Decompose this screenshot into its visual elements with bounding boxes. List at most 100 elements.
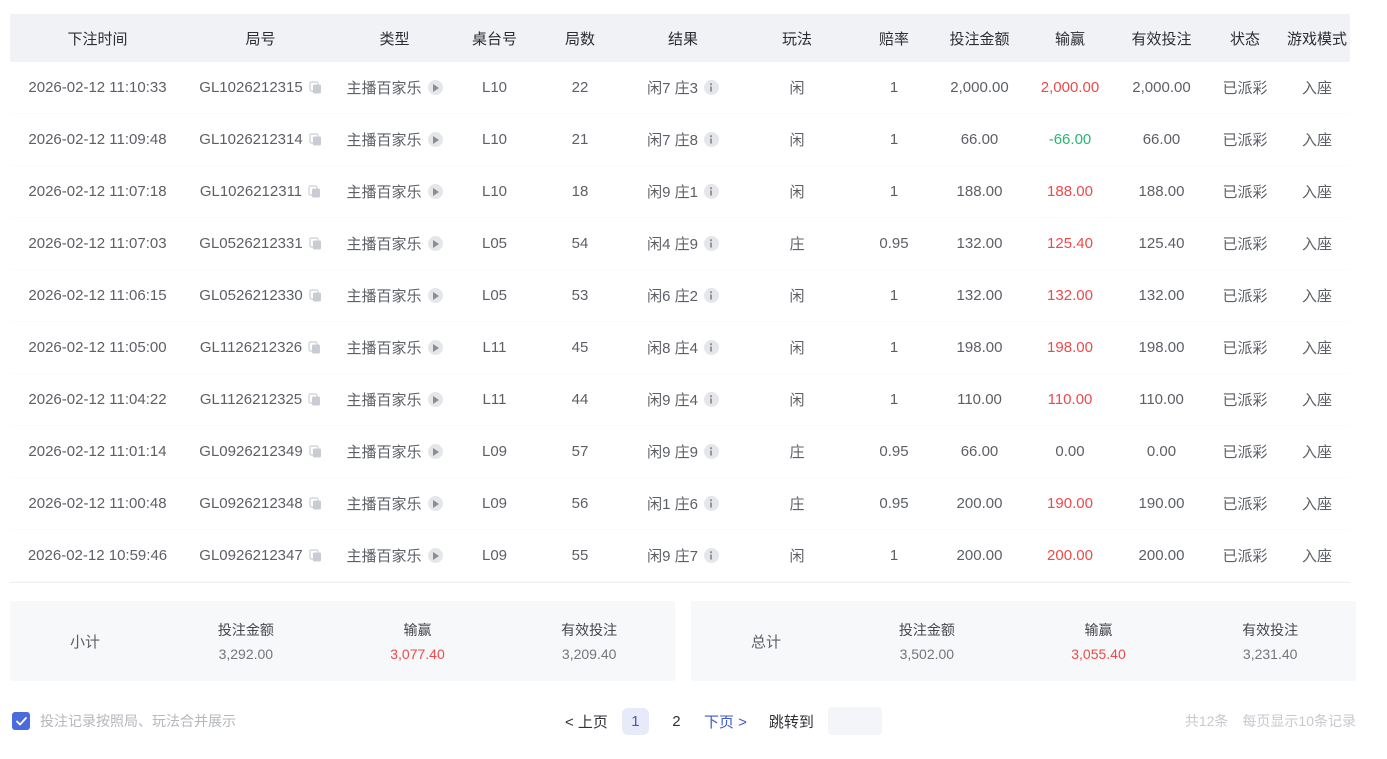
bet-amount-cell: 132.00 bbox=[956, 287, 1003, 304]
play-icon[interactable] bbox=[427, 340, 443, 355]
bet-amount-cell: 200.00 bbox=[956, 495, 1003, 512]
column-header: 类型 bbox=[379, 30, 410, 48]
subtotal-valid-value: 3,209.40 bbox=[561, 646, 617, 662]
table-row: 2026-02-12 11:00:48 GL0926212348 主播百家乐 L… bbox=[10, 478, 1350, 530]
play-icon[interactable] bbox=[427, 184, 443, 199]
table-number-cell: L05 bbox=[481, 235, 508, 252]
status-cell: 已派彩 bbox=[1222, 132, 1268, 149]
copy-icon[interactable] bbox=[308, 341, 321, 354]
copy-icon[interactable] bbox=[308, 393, 321, 406]
info-icon[interactable] bbox=[703, 340, 719, 355]
bet-time-cell: 2026-02-12 11:10:33 bbox=[28, 79, 167, 96]
info-icon[interactable] bbox=[703, 392, 719, 407]
table-row: 2026-02-12 11:04:22 GL1126212325 主播百家乐 L… bbox=[10, 374, 1350, 426]
copy-icon[interactable] bbox=[309, 445, 322, 458]
info-icon[interactable] bbox=[703, 496, 719, 511]
valid-bet-cell: 66.00 bbox=[1142, 131, 1181, 148]
valid-bet-cell: 2,000.00 bbox=[1132, 79, 1191, 96]
bet-amount-cell: 110.00 bbox=[957, 391, 1002, 408]
game-type-text: 主播百家乐 bbox=[346, 184, 422, 201]
total-label: 总计 bbox=[750, 633, 781, 651]
bet-amount-cell: 2,000.00 bbox=[950, 79, 1009, 96]
round-count-cell: 45 bbox=[571, 339, 589, 356]
odds-cell: 1 bbox=[889, 287, 899, 304]
game-mode-cell: 入座 bbox=[1301, 392, 1332, 409]
play-icon[interactable] bbox=[427, 288, 443, 303]
valid-bet-cell: 198.00 bbox=[1138, 339, 1185, 356]
result-cell: 闲7 庄3 bbox=[624, 77, 742, 98]
result-cell: 闲9 庄9 bbox=[624, 441, 742, 462]
win-loss-cell: 132.00 bbox=[1047, 287, 1093, 304]
play-icon[interactable] bbox=[427, 444, 443, 459]
bet-time-cell: 2026-02-12 11:09:48 bbox=[28, 131, 167, 148]
game-type-cell: 主播百家乐 bbox=[336, 77, 453, 98]
table-row: 2026-02-12 11:07:18 GL1026212311 主播百家乐 L… bbox=[10, 166, 1350, 218]
bet-time-cell: 2026-02-12 11:00:48 bbox=[28, 495, 167, 512]
bet-time-cell: 2026-02-12 10:59:46 bbox=[27, 547, 168, 564]
column-header: 赔率 bbox=[878, 30, 909, 48]
valid-bet-cell: 132.00 bbox=[1138, 287, 1185, 304]
play-icon[interactable] bbox=[427, 496, 443, 511]
column-header: 下注时间 bbox=[67, 30, 128, 48]
next-page-button[interactable]: 下页 > bbox=[703, 713, 747, 731]
table-number-cell: L09 bbox=[481, 443, 508, 460]
odds-cell: 0.95 bbox=[879, 495, 909, 512]
subtotal-panel: 小计 投注金额 3,292.00 输赢 3,077.40 有效投注 3,209.… bbox=[10, 601, 675, 681]
copy-icon[interactable] bbox=[309, 81, 322, 94]
odds-cell: 1 bbox=[889, 339, 899, 356]
round-count-cell: 56 bbox=[571, 495, 589, 512]
result-cell: 闲9 庄7 bbox=[624, 545, 742, 566]
info-icon[interactable] bbox=[703, 132, 719, 147]
copy-icon[interactable] bbox=[308, 185, 321, 198]
table-row: 2026-02-12 11:05:00 GL1126212326 主播百家乐 L… bbox=[10, 322, 1350, 374]
game-type-cell: 主播百家乐 bbox=[336, 233, 453, 254]
jump-to-label: 跳转到 bbox=[768, 713, 814, 731]
jump-to-page-input[interactable] bbox=[827, 707, 882, 735]
odds-cell: 1 bbox=[889, 547, 899, 564]
copy-icon[interactable] bbox=[309, 497, 322, 510]
merge-records-option[interactable]: 投注记录按照局、玩法合并展示 bbox=[10, 711, 390, 731]
merge-records-checkbox[interactable] bbox=[12, 712, 30, 730]
play-method-cell: 闲 bbox=[789, 132, 805, 149]
odds-cell: 1 bbox=[889, 131, 899, 148]
column-header: 局号 bbox=[245, 30, 276, 48]
info-icon[interactable] bbox=[703, 288, 719, 303]
total-bet-value: 3,502.00 bbox=[899, 646, 955, 662]
odds-cell: 1 bbox=[889, 183, 899, 200]
bet-amount-cell: 132.00 bbox=[956, 235, 1003, 252]
round-id-text: GL1126212325 bbox=[199, 391, 303, 408]
game-mode-cell: 入座 bbox=[1301, 444, 1332, 461]
bet-amount-cell: 200.00 bbox=[956, 547, 1003, 564]
copy-icon[interactable] bbox=[309, 237, 322, 250]
page-button-2[interactable]: 2 bbox=[672, 712, 681, 730]
copy-icon[interactable] bbox=[309, 289, 322, 302]
page-size-text: 每页显示10条记录 bbox=[1242, 713, 1356, 729]
result-text: 闲4 庄9 bbox=[647, 236, 698, 253]
info-icon[interactable] bbox=[703, 444, 719, 459]
game-type-text: 主播百家乐 bbox=[346, 288, 422, 305]
play-icon[interactable] bbox=[427, 236, 443, 251]
play-icon[interactable] bbox=[427, 392, 443, 407]
game-mode-cell: 入座 bbox=[1301, 340, 1332, 357]
result-text: 闲6 庄2 bbox=[647, 288, 698, 305]
info-icon[interactable] bbox=[703, 236, 719, 251]
table-row: 2026-02-12 11:09:48 GL1026212314 主播百家乐 L… bbox=[10, 114, 1350, 166]
copy-icon[interactable] bbox=[309, 549, 322, 562]
game-type-cell: 主播百家乐 bbox=[336, 441, 453, 462]
page-button-1[interactable]: 1 bbox=[621, 707, 649, 735]
prev-page-button[interactable]: < 上页 bbox=[565, 713, 608, 731]
table-number-cell: L10 bbox=[481, 183, 508, 200]
bet-amount-cell: 66.00 bbox=[960, 443, 999, 460]
column-header: 局数 bbox=[564, 30, 595, 48]
info-icon[interactable] bbox=[703, 548, 719, 563]
play-icon[interactable] bbox=[427, 132, 443, 147]
round-id-text: GL0926212348 bbox=[199, 495, 303, 512]
bet-time-cell: 2026-02-12 11:05:00 bbox=[28, 339, 167, 356]
info-icon[interactable] bbox=[703, 184, 719, 199]
info-icon[interactable] bbox=[703, 80, 719, 95]
play-icon[interactable] bbox=[427, 80, 443, 95]
total-valid-value: 3,231.40 bbox=[1242, 646, 1298, 662]
round-id-cell: GL0926212349 bbox=[185, 443, 336, 460]
copy-icon[interactable] bbox=[309, 133, 322, 146]
play-icon[interactable] bbox=[427, 548, 443, 563]
